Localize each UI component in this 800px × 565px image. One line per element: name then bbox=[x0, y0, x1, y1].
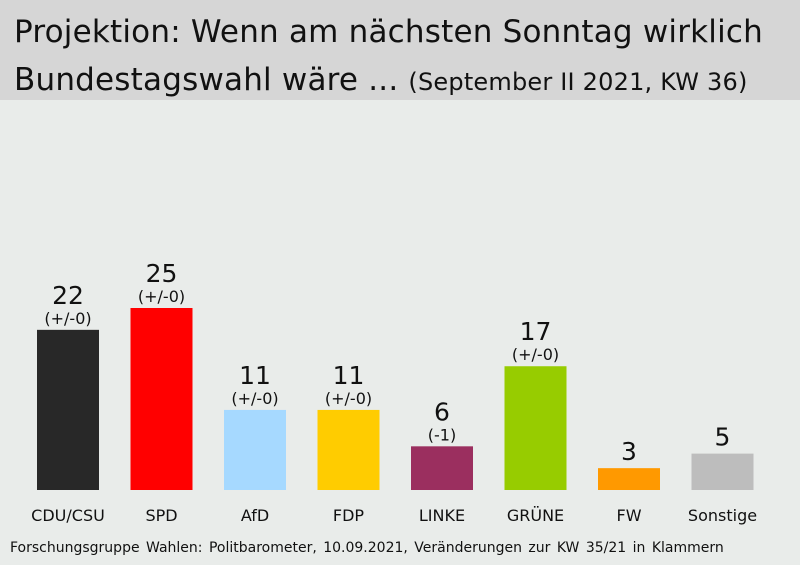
chart-title-line1: Projektion: Wenn am nächsten Sonntag wir… bbox=[14, 14, 764, 50]
value-label-cdu-csu: 22 bbox=[52, 281, 84, 310]
value-label-afd: 11 bbox=[239, 361, 271, 390]
change-label-cdu-csu: (+/-0) bbox=[44, 309, 91, 328]
category-label-fw: FW bbox=[616, 506, 641, 525]
category-label-sonstige: Sonstige bbox=[688, 506, 757, 525]
change-label-linke: (-1) bbox=[428, 425, 456, 444]
value-label-grüne: 17 bbox=[520, 317, 552, 346]
bar-fw bbox=[598, 468, 660, 490]
change-label-fdp: (+/-0) bbox=[325, 389, 372, 408]
value-label-spd: 25 bbox=[146, 259, 178, 288]
bar-fdp bbox=[317, 409, 380, 490]
bar-grüne bbox=[504, 366, 567, 490]
change-label-spd: (+/-0) bbox=[138, 287, 185, 306]
change-label-grüne: (+/-0) bbox=[512, 345, 559, 364]
bar-cdu-csu bbox=[37, 329, 99, 490]
value-label-fw: 3 bbox=[621, 437, 637, 466]
category-label-grüne: GRÜNE bbox=[507, 506, 564, 525]
value-label-linke: 6 bbox=[434, 397, 450, 426]
chart-subtitle: (September II 2021, KW 36) bbox=[408, 68, 748, 96]
source-footnote: Forschungsgruppe Wahlen: Politbarometer,… bbox=[10, 540, 724, 556]
category-label-fdp: FDP bbox=[333, 506, 365, 525]
value-label-sonstige: 5 bbox=[715, 423, 731, 452]
category-label-afd: AfD bbox=[241, 506, 269, 525]
bar-spd bbox=[130, 308, 193, 490]
chart-title-line2-text: Bundestagswahl wäre ... bbox=[14, 62, 399, 98]
category-label-linke: LINKE bbox=[419, 506, 465, 525]
bar-afd bbox=[224, 409, 286, 490]
chart-title-line2: Bundestagswahl wäre ... (September II 202… bbox=[14, 62, 748, 98]
change-label-afd: (+/-0) bbox=[231, 389, 278, 408]
bar-chart: (+/-0)22CDU/CSU(+/-0)25SPD(+/-0)11AfD(+/… bbox=[31, 259, 757, 525]
category-label-spd: SPD bbox=[145, 506, 177, 525]
value-label-fdp: 11 bbox=[333, 361, 365, 390]
title-banner: Projektion: Wenn am nächsten Sonntag wir… bbox=[0, 0, 800, 100]
bar-sonstige bbox=[691, 453, 754, 490]
category-label-cdu-csu: CDU/CSU bbox=[31, 506, 105, 525]
bar-linke bbox=[411, 446, 473, 490]
